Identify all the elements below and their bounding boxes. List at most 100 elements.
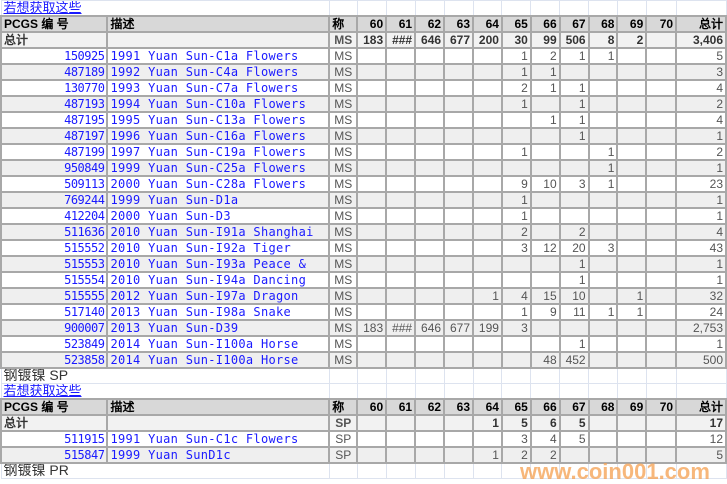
count-cell [645,63,678,81]
description-link[interactable]: 1991 Yuan Sun-C1c Flowers [106,430,331,448]
pcgs-number-link[interactable]: 487197 [0,127,109,145]
grade-cell: MS [328,111,359,129]
count-cell [385,79,417,97]
description-link[interactable]: 1993 Yuan Sun-C7a Flowers [106,79,331,97]
totals-count: 506 [558,31,590,49]
count-cell [356,287,388,305]
table-row: 487195 1995 Yuan Sun-C13a Flowers MS 1 1 4 [0,111,727,129]
description-link[interactable]: 1999 Yuan SunD1c [106,446,331,464]
count-cell [645,255,678,273]
count-cell [356,351,388,369]
grade-cell: MS [328,319,359,337]
description-link[interactable]: 2014 Yuan Sun-I100a Horse [106,335,331,353]
count-cell [472,47,503,65]
totals-grade: MS [328,31,359,49]
description-link[interactable]: 2000 Yuan Sun-D3 [106,207,331,225]
totals-count: 5 [500,414,532,432]
description-link[interactable]: 2013 Yuan Sun-I98a Snake [106,303,331,321]
pcgs-number-link[interactable]: 769244 [0,191,109,209]
pcgs-number-link[interactable]: 515553 [0,255,109,273]
totals-row: 总计 SP 1 5 6 5 17 [0,414,727,432]
description-link[interactable]: 2010 Yuan Sun-I94a Dancing [106,271,331,289]
table-row: 511915 1991 Yuan Sun-C1c Flowers SP 3 4 5 12 [0,430,727,448]
count-cell: 4 [529,430,561,448]
pcgs-number-link[interactable]: 487195 [0,111,109,129]
header-grade: 称 [328,15,359,33]
pcgs-number-link[interactable]: 515554 [0,271,109,289]
table-row: 509113 2000 Yuan Sun-C28a Flowers MS 9 10 3 1 2… [0,175,727,193]
count-cell [443,159,474,177]
description-link[interactable]: 1999 Yuan Sun-C25a Flowers [106,159,331,177]
empty-cell [328,367,358,384]
pcgs-number-link[interactable]: 515555 [0,287,109,305]
count-cell [472,271,503,289]
count-cell [356,191,388,209]
empty-cell [385,383,416,400]
count-cell: 1 [529,63,561,81]
header-grade-60: 60 [356,398,388,416]
count-cell [356,79,388,97]
count-cell [558,191,590,209]
count-cell: 3 [587,239,619,257]
pcgs-number-link[interactable]: 511636 [0,223,109,241]
count-cell: 1 [558,79,590,97]
description-link[interactable]: 2010 Yuan Sun-I93a Peace & [106,255,331,273]
table-row: 515554 2010 Yuan Sun-I94a Dancing MS 1 1 [0,271,727,289]
pcgs-number-link[interactable]: 487189 [0,63,109,81]
count-cell [529,191,561,209]
get-these-link[interactable]: 若想获取这些 [3,0,82,15]
count-cell [385,255,417,273]
header-grade-69: 69 [616,398,648,416]
pcgs-number-link[interactable]: 900007 [0,319,109,337]
count-cell [443,223,474,241]
count-cell [443,111,474,129]
description-link[interactable]: 2014 Yuan Sun-I100a Horse [106,351,331,369]
pcgs-number-link[interactable]: 523858 [0,351,109,369]
grade-cell: MS [328,271,359,289]
table-row: 487199 1997 Yuan Sun-C19a Flowers MS 1 1 2 [0,143,727,161]
get-these-link[interactable]: 若想获取这些 [3,383,82,398]
description-link[interactable]: 2000 Yuan Sun-C28a Flowers [106,175,331,193]
count-cell [443,239,474,257]
empty-cell [385,0,416,17]
totals-count [616,414,648,432]
grade-cell: MS [328,351,359,369]
description-link[interactable]: 1995 Yuan Sun-C13a Flowers [106,111,331,129]
pcgs-number-link[interactable]: 509113 [0,175,109,193]
totals-count: 183 [356,31,388,49]
count-cell [385,430,417,448]
empty-cell [472,0,503,17]
description-link[interactable]: 1991 Yuan Sun-C1a Flowers [106,47,331,65]
pcgs-number-link[interactable]: 511915 [0,430,109,448]
count-cell [385,223,417,241]
description-link[interactable]: 1994 Yuan Sun-C10a Flowers [106,95,331,113]
count-cell [645,303,678,321]
description-link[interactable]: 1999 Yuan Sun-D1a [106,191,331,209]
description-link[interactable]: 2010 Yuan Sun-I92a Tiger [106,239,331,257]
description-link[interactable]: 1997 Yuan Sun-C19a Flowers [106,143,331,161]
pcgs-number-link[interactable]: 487193 [0,95,109,113]
description-link[interactable]: 2010 Yuan Sun-I91a Shanghai [106,223,331,241]
count-cell: 4 [500,287,532,305]
description-link[interactable]: 2012 Yuan Sun-I97a Dragon [106,287,331,305]
pcgs-number-link[interactable]: 950849 [0,159,109,177]
count-cell [356,255,388,273]
pcgs-number-link[interactable]: 515847 [0,446,109,464]
description-link[interactable]: 1992 Yuan Sun-C4a Flowers [106,63,331,81]
count-cell [587,127,619,145]
description-link[interactable]: 1996 Yuan Sun-C16a Flowers [106,127,331,145]
pcgs-number-link[interactable]: 523849 [0,335,109,353]
count-cell: 1 [500,63,532,81]
header-grade-70: 70 [645,398,678,416]
header-grade-63: 63 [443,15,474,33]
count-cell [529,319,561,337]
pcgs-number-link[interactable]: 412204 [0,207,109,225]
pcgs-number-link[interactable]: 150925 [0,47,109,65]
count-cell [472,430,503,448]
pcgs-number-link[interactable]: 487199 [0,143,109,161]
description-link[interactable]: 2013 Yuan Sun-D39 [106,319,331,337]
pcgs-number-link[interactable]: 515552 [0,239,109,257]
pcgs-number-link[interactable]: 130770 [0,79,109,97]
empty-cell [443,383,474,400]
pcgs-number-link[interactable]: 517140 [0,303,109,321]
